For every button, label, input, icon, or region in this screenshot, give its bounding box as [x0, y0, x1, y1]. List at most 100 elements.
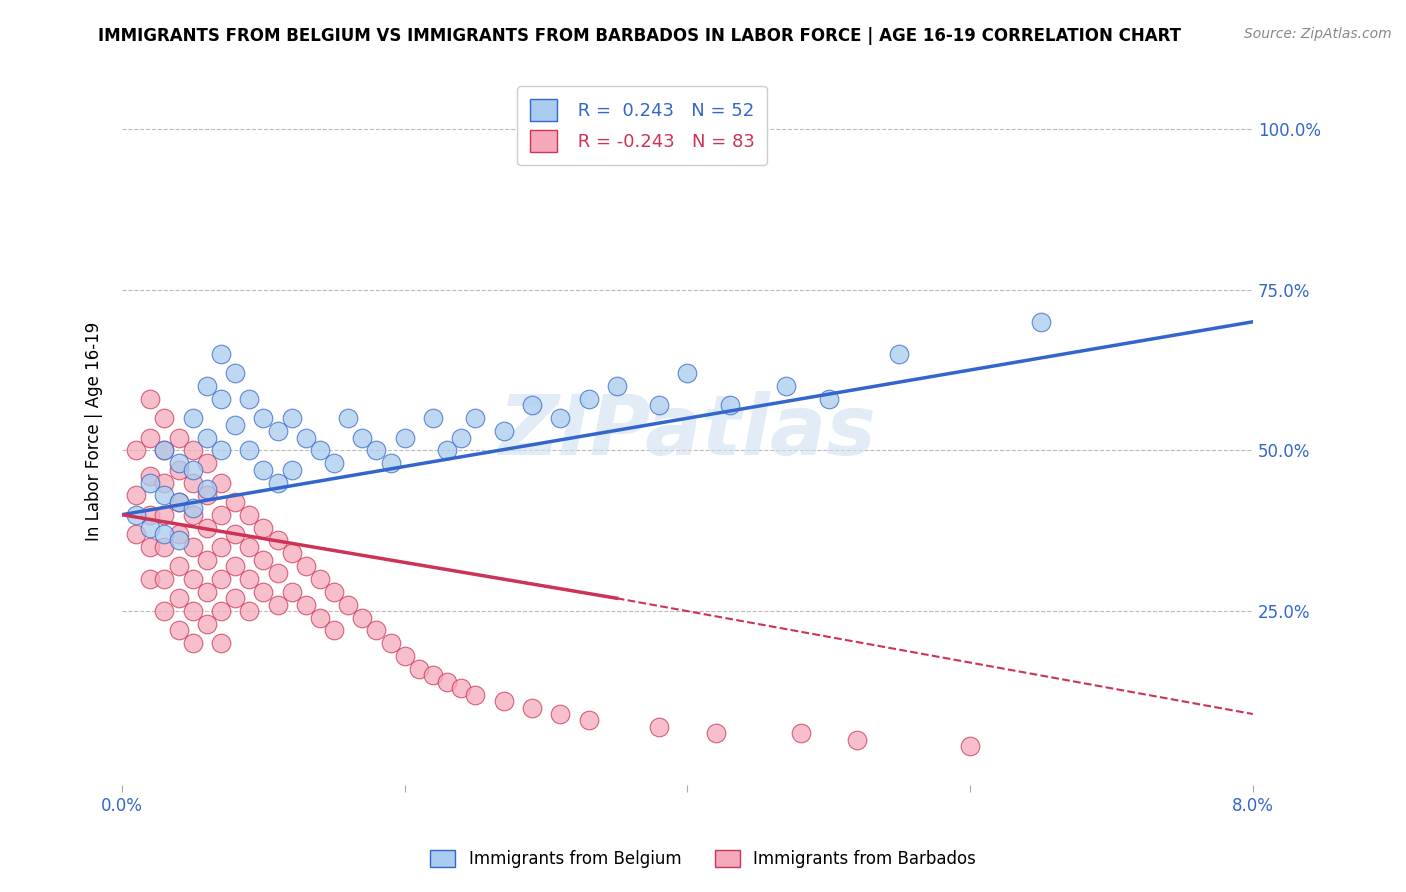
Point	[294, 431, 316, 445]
Point	[422, 668, 444, 682]
Point	[139, 520, 162, 534]
Point	[492, 424, 515, 438]
Point	[153, 604, 176, 618]
Point	[167, 591, 190, 606]
Point	[167, 559, 190, 574]
Point	[195, 552, 218, 566]
Point	[280, 585, 302, 599]
Point	[648, 398, 671, 412]
Point	[252, 463, 274, 477]
Point	[238, 443, 260, 458]
Point	[125, 527, 148, 541]
Point	[181, 636, 204, 650]
Point	[224, 366, 246, 380]
Point	[578, 392, 600, 406]
Point	[224, 591, 246, 606]
Point	[252, 520, 274, 534]
Point	[266, 475, 288, 490]
Legend:  R =  0.243   N = 52,  R = -0.243   N = 83: R = 0.243 N = 52, R = -0.243 N = 83	[517, 87, 768, 165]
Point	[959, 739, 981, 754]
Point	[422, 411, 444, 425]
Point	[181, 463, 204, 477]
Point	[266, 566, 288, 580]
Point	[520, 398, 543, 412]
Point	[548, 706, 571, 721]
Point	[520, 700, 543, 714]
Point	[606, 379, 628, 393]
Point	[195, 456, 218, 470]
Point	[139, 469, 162, 483]
Text: Source: ZipAtlas.com: Source: ZipAtlas.com	[1244, 27, 1392, 41]
Point	[195, 431, 218, 445]
Point	[195, 488, 218, 502]
Y-axis label: In Labor Force | Age 16-19: In Labor Force | Age 16-19	[86, 321, 103, 541]
Point	[294, 598, 316, 612]
Point	[366, 624, 388, 638]
Point	[436, 443, 458, 458]
Point	[153, 475, 176, 490]
Point	[323, 456, 346, 470]
Point	[167, 456, 190, 470]
Point	[238, 540, 260, 554]
Point	[153, 527, 176, 541]
Point	[280, 411, 302, 425]
Point	[209, 347, 232, 361]
Point	[323, 624, 346, 638]
Point	[181, 572, 204, 586]
Point	[139, 431, 162, 445]
Point	[846, 732, 869, 747]
Point	[294, 559, 316, 574]
Point	[352, 431, 374, 445]
Point	[195, 520, 218, 534]
Point	[492, 694, 515, 708]
Point	[181, 443, 204, 458]
Point	[238, 508, 260, 522]
Point	[195, 617, 218, 632]
Point	[266, 533, 288, 548]
Point	[139, 572, 162, 586]
Point	[139, 475, 162, 490]
Point	[153, 488, 176, 502]
Point	[181, 501, 204, 516]
Point	[718, 398, 741, 412]
Point	[337, 598, 360, 612]
Point	[238, 392, 260, 406]
Point	[789, 726, 811, 740]
Point	[280, 546, 302, 560]
Point	[153, 540, 176, 554]
Point	[380, 636, 402, 650]
Legend: Immigrants from Belgium, Immigrants from Barbados: Immigrants from Belgium, Immigrants from…	[423, 843, 983, 875]
Point	[309, 443, 332, 458]
Point	[153, 508, 176, 522]
Point	[309, 572, 332, 586]
Point	[817, 392, 839, 406]
Point	[181, 475, 204, 490]
Point	[125, 508, 148, 522]
Point	[252, 552, 274, 566]
Point	[139, 508, 162, 522]
Point	[464, 411, 486, 425]
Point	[252, 411, 274, 425]
Point	[337, 411, 360, 425]
Point	[280, 463, 302, 477]
Point	[676, 366, 699, 380]
Point	[224, 559, 246, 574]
Point	[352, 610, 374, 624]
Point	[181, 411, 204, 425]
Point	[167, 527, 190, 541]
Point	[209, 508, 232, 522]
Point	[266, 598, 288, 612]
Point	[224, 417, 246, 432]
Point	[153, 411, 176, 425]
Point	[181, 508, 204, 522]
Point	[125, 488, 148, 502]
Point	[238, 572, 260, 586]
Point	[167, 533, 190, 548]
Point	[224, 527, 246, 541]
Point	[167, 495, 190, 509]
Point	[408, 662, 430, 676]
Point	[167, 431, 190, 445]
Point	[209, 443, 232, 458]
Point	[436, 674, 458, 689]
Point	[181, 540, 204, 554]
